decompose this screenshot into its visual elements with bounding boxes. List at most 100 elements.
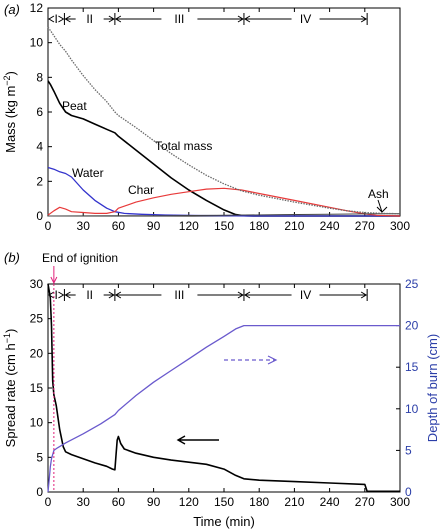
phase-label-iii: III bbox=[174, 12, 184, 26]
series-line-char bbox=[47, 187, 401, 217]
x-tick-label: 150 bbox=[214, 495, 234, 509]
y-tick-label: 5 bbox=[36, 450, 43, 464]
x-tick-label: 0 bbox=[45, 495, 52, 509]
y-tick-label: 25 bbox=[30, 312, 44, 326]
x-tick-label: 300 bbox=[390, 219, 410, 233]
phase-arrowhead-left bbox=[243, 291, 251, 299]
x-tick-label: 150 bbox=[214, 219, 234, 233]
x-tick-label: 240 bbox=[320, 219, 340, 233]
panel-b-right-y-axis-label: Depth of burn (cm) bbox=[425, 334, 440, 442]
x-tick-label: 60 bbox=[112, 219, 126, 233]
y-tick-label: 0 bbox=[36, 485, 43, 499]
phase-arrowhead-left bbox=[114, 291, 122, 299]
phase-arrowhead-left bbox=[48, 291, 55, 299]
x-tick-label: 270 bbox=[355, 219, 375, 233]
y-tick-label: 2 bbox=[36, 174, 43, 188]
panel-b-letter: (b) bbox=[4, 250, 20, 265]
panel-b-x-ticks: 0 30 60 90 120 150 180 210 240 270 300 bbox=[45, 284, 410, 509]
panel-a-frame bbox=[47, 7, 401, 217]
label-ash: Ash bbox=[368, 187, 389, 201]
phase-arrowhead-left bbox=[64, 291, 71, 299]
x-tick-label: 120 bbox=[179, 495, 199, 509]
x-tick-label: 30 bbox=[77, 495, 91, 509]
x-tick-label: 60 bbox=[112, 495, 126, 509]
phase-arrowhead-left bbox=[114, 15, 122, 23]
phase-label-ii: II bbox=[86, 288, 93, 302]
label-water: Water bbox=[72, 166, 104, 180]
phase-label-i: I bbox=[55, 12, 58, 26]
y-tick-label: 10 bbox=[30, 416, 44, 430]
panel-b-right-y-ticks: 0 5 10 15 20 25 bbox=[396, 277, 419, 499]
y-tick-label: 4 bbox=[36, 140, 43, 154]
phase-label-i: I bbox=[55, 288, 58, 302]
ignition-arrow bbox=[50, 266, 58, 285]
phase-arrowhead-right bbox=[360, 15, 368, 23]
panel-b-y-ticks: 0 5 10 15 20 25 30 bbox=[30, 277, 52, 499]
phase-label-ii: II bbox=[86, 12, 93, 26]
y-tick-label: 10 bbox=[30, 36, 44, 50]
panel-b-series bbox=[47, 283, 400, 493]
depth-of-burn-arrowhead bbox=[267, 355, 278, 365]
right-y-tick-label: 0 bbox=[405, 485, 412, 499]
series-line-total-mass bbox=[47, 26, 401, 215]
y-tick-label: 20 bbox=[30, 346, 44, 360]
panel-b-x-axis-label: Time (min) bbox=[193, 514, 255, 529]
panel-a-x-ticks: 0 30 60 90 120 150 180 210 240 270 300 bbox=[45, 8, 410, 233]
x-tick-label: 210 bbox=[284, 219, 304, 233]
x-tick-label: 0 bbox=[45, 219, 52, 233]
panel-a-y-axis-label: Mass (kg m−2) bbox=[2, 71, 18, 153]
label-char: Char bbox=[128, 183, 154, 197]
panel-a-series bbox=[47, 26, 401, 217]
phase-arrowhead-left bbox=[48, 15, 55, 23]
x-tick-label: 120 bbox=[179, 219, 199, 233]
end-of-ignition-label: End of ignition bbox=[42, 251, 118, 265]
y-tick-label: 12 bbox=[30, 1, 44, 15]
phase-arrowhead-right bbox=[58, 291, 65, 299]
phase-arrowhead-left bbox=[64, 15, 71, 23]
panel-b-phase-markers: I II III IV bbox=[47, 288, 368, 302]
phase-arrowhead-right bbox=[237, 291, 244, 299]
panel-a: (a) 0 30 60 90 120 150 180 210 240 270 300 0 2 4 6 8 10… bbox=[2, 1, 410, 233]
panel-a-y-ticks: 0 2 4 6 8 10 12 bbox=[30, 1, 52, 223]
phase-label-iv: IV bbox=[300, 288, 311, 302]
x-tick-label: 90 bbox=[147, 495, 161, 509]
spread-rate-arrow bbox=[176, 435, 219, 445]
panel-b: (b) End of ignition 0 30 60 90 120 150 180 210 2… bbox=[2, 250, 440, 529]
x-tick-label: 270 bbox=[355, 495, 375, 509]
x-tick-label: 90 bbox=[147, 219, 161, 233]
x-tick-label: 30 bbox=[77, 219, 91, 233]
x-tick-label: 180 bbox=[249, 219, 269, 233]
phase-arrowhead-right bbox=[108, 15, 115, 23]
y-tick-label: 8 bbox=[36, 70, 43, 84]
right-y-tick-label: 15 bbox=[405, 360, 419, 374]
phase-arrowhead-right bbox=[360, 291, 368, 299]
panel-a-phase-markers: I II III IV bbox=[47, 12, 368, 26]
x-tick-label: 180 bbox=[249, 495, 269, 509]
right-y-tick-label: 25 bbox=[405, 277, 419, 291]
x-tick-label: 210 bbox=[284, 495, 304, 509]
phase-label-iii: III bbox=[174, 288, 184, 302]
y-tick-label: 0 bbox=[36, 209, 43, 223]
series-line-depth-of-burn bbox=[47, 324, 400, 493]
right-y-tick-label: 20 bbox=[405, 319, 419, 333]
x-tick-label: 240 bbox=[320, 495, 340, 509]
series-line-ash bbox=[47, 213, 401, 217]
y-tick-label: 15 bbox=[30, 381, 44, 395]
right-y-tick-label: 5 bbox=[405, 443, 412, 457]
phase-arrowhead-right bbox=[237, 15, 244, 23]
x-tick-label: 300 bbox=[390, 495, 410, 509]
panel-b-y-axis-label: Spread rate (cm h−1) bbox=[2, 329, 18, 448]
right-y-tick-label: 10 bbox=[405, 402, 419, 416]
y-tick-label: 30 bbox=[30, 277, 44, 291]
phase-arrowhead-right bbox=[108, 291, 115, 299]
ash-arrow bbox=[376, 199, 388, 213]
series-line-peat bbox=[47, 80, 400, 217]
phase-arrowhead-right bbox=[58, 15, 65, 23]
series-line-spread-rate bbox=[47, 283, 400, 493]
phase-arrowhead-left bbox=[243, 15, 251, 23]
panel-a-letter: (a) bbox=[4, 2, 20, 17]
y-tick-label: 6 bbox=[36, 105, 43, 119]
label-total-mass: Total mass bbox=[155, 139, 212, 153]
panel-b-frame bbox=[47, 283, 401, 493]
